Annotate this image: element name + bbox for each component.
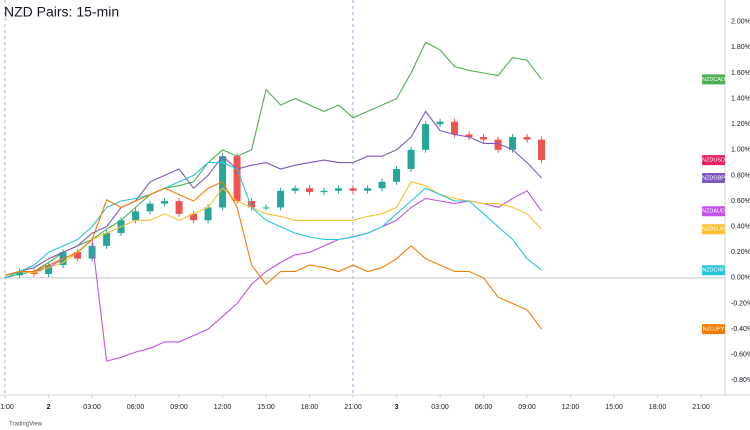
y-tick-label: 0.40% <box>731 223 750 230</box>
y-tick-label: 0.20% <box>731 249 750 256</box>
candle-body <box>509 137 517 150</box>
legend-tag <box>702 324 725 335</box>
series-line <box>4 110 543 276</box>
candle-body <box>306 188 314 193</box>
x-tick-label: 21:00 <box>0 404 14 411</box>
y-tick-label: 1.40% <box>731 95 750 102</box>
x-tick-label: 21:00 <box>344 404 362 411</box>
candle-body <box>538 139 546 161</box>
y-tick-label: 1.00% <box>731 147 750 154</box>
legend-tag <box>702 74 725 85</box>
candle-body <box>248 201 256 208</box>
x-tick-label: 09:00 <box>518 404 536 411</box>
y-tick-label: 0.00% <box>731 275 750 282</box>
candle-body <box>262 207 270 209</box>
y-tick-label: 1.20% <box>731 121 750 128</box>
footer: TradingView <box>9 422 43 428</box>
candle-body <box>407 149 415 170</box>
candle-body <box>132 211 140 221</box>
legend-label: NZDUSD <box>702 158 725 164</box>
chart-title: NZD Pairs: 15-min <box>4 4 119 20</box>
candle-body <box>74 252 82 259</box>
candle-body <box>161 201 169 204</box>
x-tick-label: 03:00 <box>83 404 101 411</box>
candle-body <box>103 233 111 246</box>
candle-body <box>393 169 401 182</box>
candle-body <box>204 207 212 221</box>
candle-body <box>378 181 386 189</box>
series-line <box>4 41 543 279</box>
legend-label: NZDEUR <box>702 227 725 233</box>
candle-body <box>349 188 357 191</box>
candle-body <box>45 265 53 275</box>
x-tick-label: 3 <box>395 404 399 411</box>
candle-body <box>233 156 241 202</box>
x-tick-label: 03:00 <box>431 404 449 411</box>
x-tick-label: 12:00 <box>214 404 232 411</box>
candle-body <box>320 190 328 193</box>
legend-tag <box>702 206 725 217</box>
candle-body <box>422 124 430 150</box>
candle-body <box>146 203 154 212</box>
legend-label: NZDAUD <box>702 209 725 215</box>
candle-body <box>436 121 444 125</box>
candle-body <box>291 188 299 191</box>
legend-tag <box>702 155 725 166</box>
y-tick-label: -0.20% <box>731 300 750 307</box>
legend-label: NZDGBP <box>702 175 725 181</box>
x-tick-label: 09:00 <box>170 404 188 411</box>
series-line <box>4 162 542 279</box>
y-tick-label: 2.00% <box>731 19 750 26</box>
x-tick-label: 12:00 <box>562 404 580 411</box>
candle-body <box>175 201 183 214</box>
series-line <box>4 181 543 330</box>
series-line <box>4 190 543 362</box>
legend-label: NZDCHF <box>702 268 725 274</box>
candle-body <box>16 271 24 276</box>
x-tick-label: 18:00 <box>649 404 667 411</box>
legend-label: NZDCAD <box>702 77 725 83</box>
x-tick-label: 06:00 <box>127 404 145 411</box>
x-tick-label: 15:00 <box>257 404 275 411</box>
legend-label: NZDJPY <box>703 327 725 333</box>
candle-body <box>277 190 285 208</box>
y-tick-label: 0.80% <box>731 172 750 179</box>
y-tick-label: 1.60% <box>731 70 750 77</box>
x-tick-label: 18:00 <box>301 404 319 411</box>
candle-body <box>480 137 488 140</box>
candle-body <box>364 188 372 191</box>
y-tick-label: -0.60% <box>731 352 750 359</box>
candle-body <box>88 245 96 259</box>
candle-body <box>451 121 459 135</box>
candle-body <box>494 139 502 150</box>
x-tick-label: 06:00 <box>475 404 493 411</box>
candle-body <box>465 134 473 138</box>
candle-body <box>335 188 343 191</box>
legend-tag <box>702 265 725 276</box>
candle-body <box>523 137 531 140</box>
legend-tag <box>702 172 725 183</box>
x-tick-label: 21:00 <box>692 404 710 411</box>
x-tick-label: 15:00 <box>605 404 623 411</box>
y-tick-label: 1.80% <box>731 44 750 51</box>
candle-body <box>190 213 198 221</box>
y-tick-label: 0.60% <box>731 198 750 205</box>
x-tick-label: 2 <box>47 404 51 411</box>
legend-tag <box>702 224 725 235</box>
series-line <box>4 181 543 276</box>
y-tick-label: -0.80% <box>731 377 750 384</box>
y-tick-label: -0.40% <box>731 326 750 333</box>
